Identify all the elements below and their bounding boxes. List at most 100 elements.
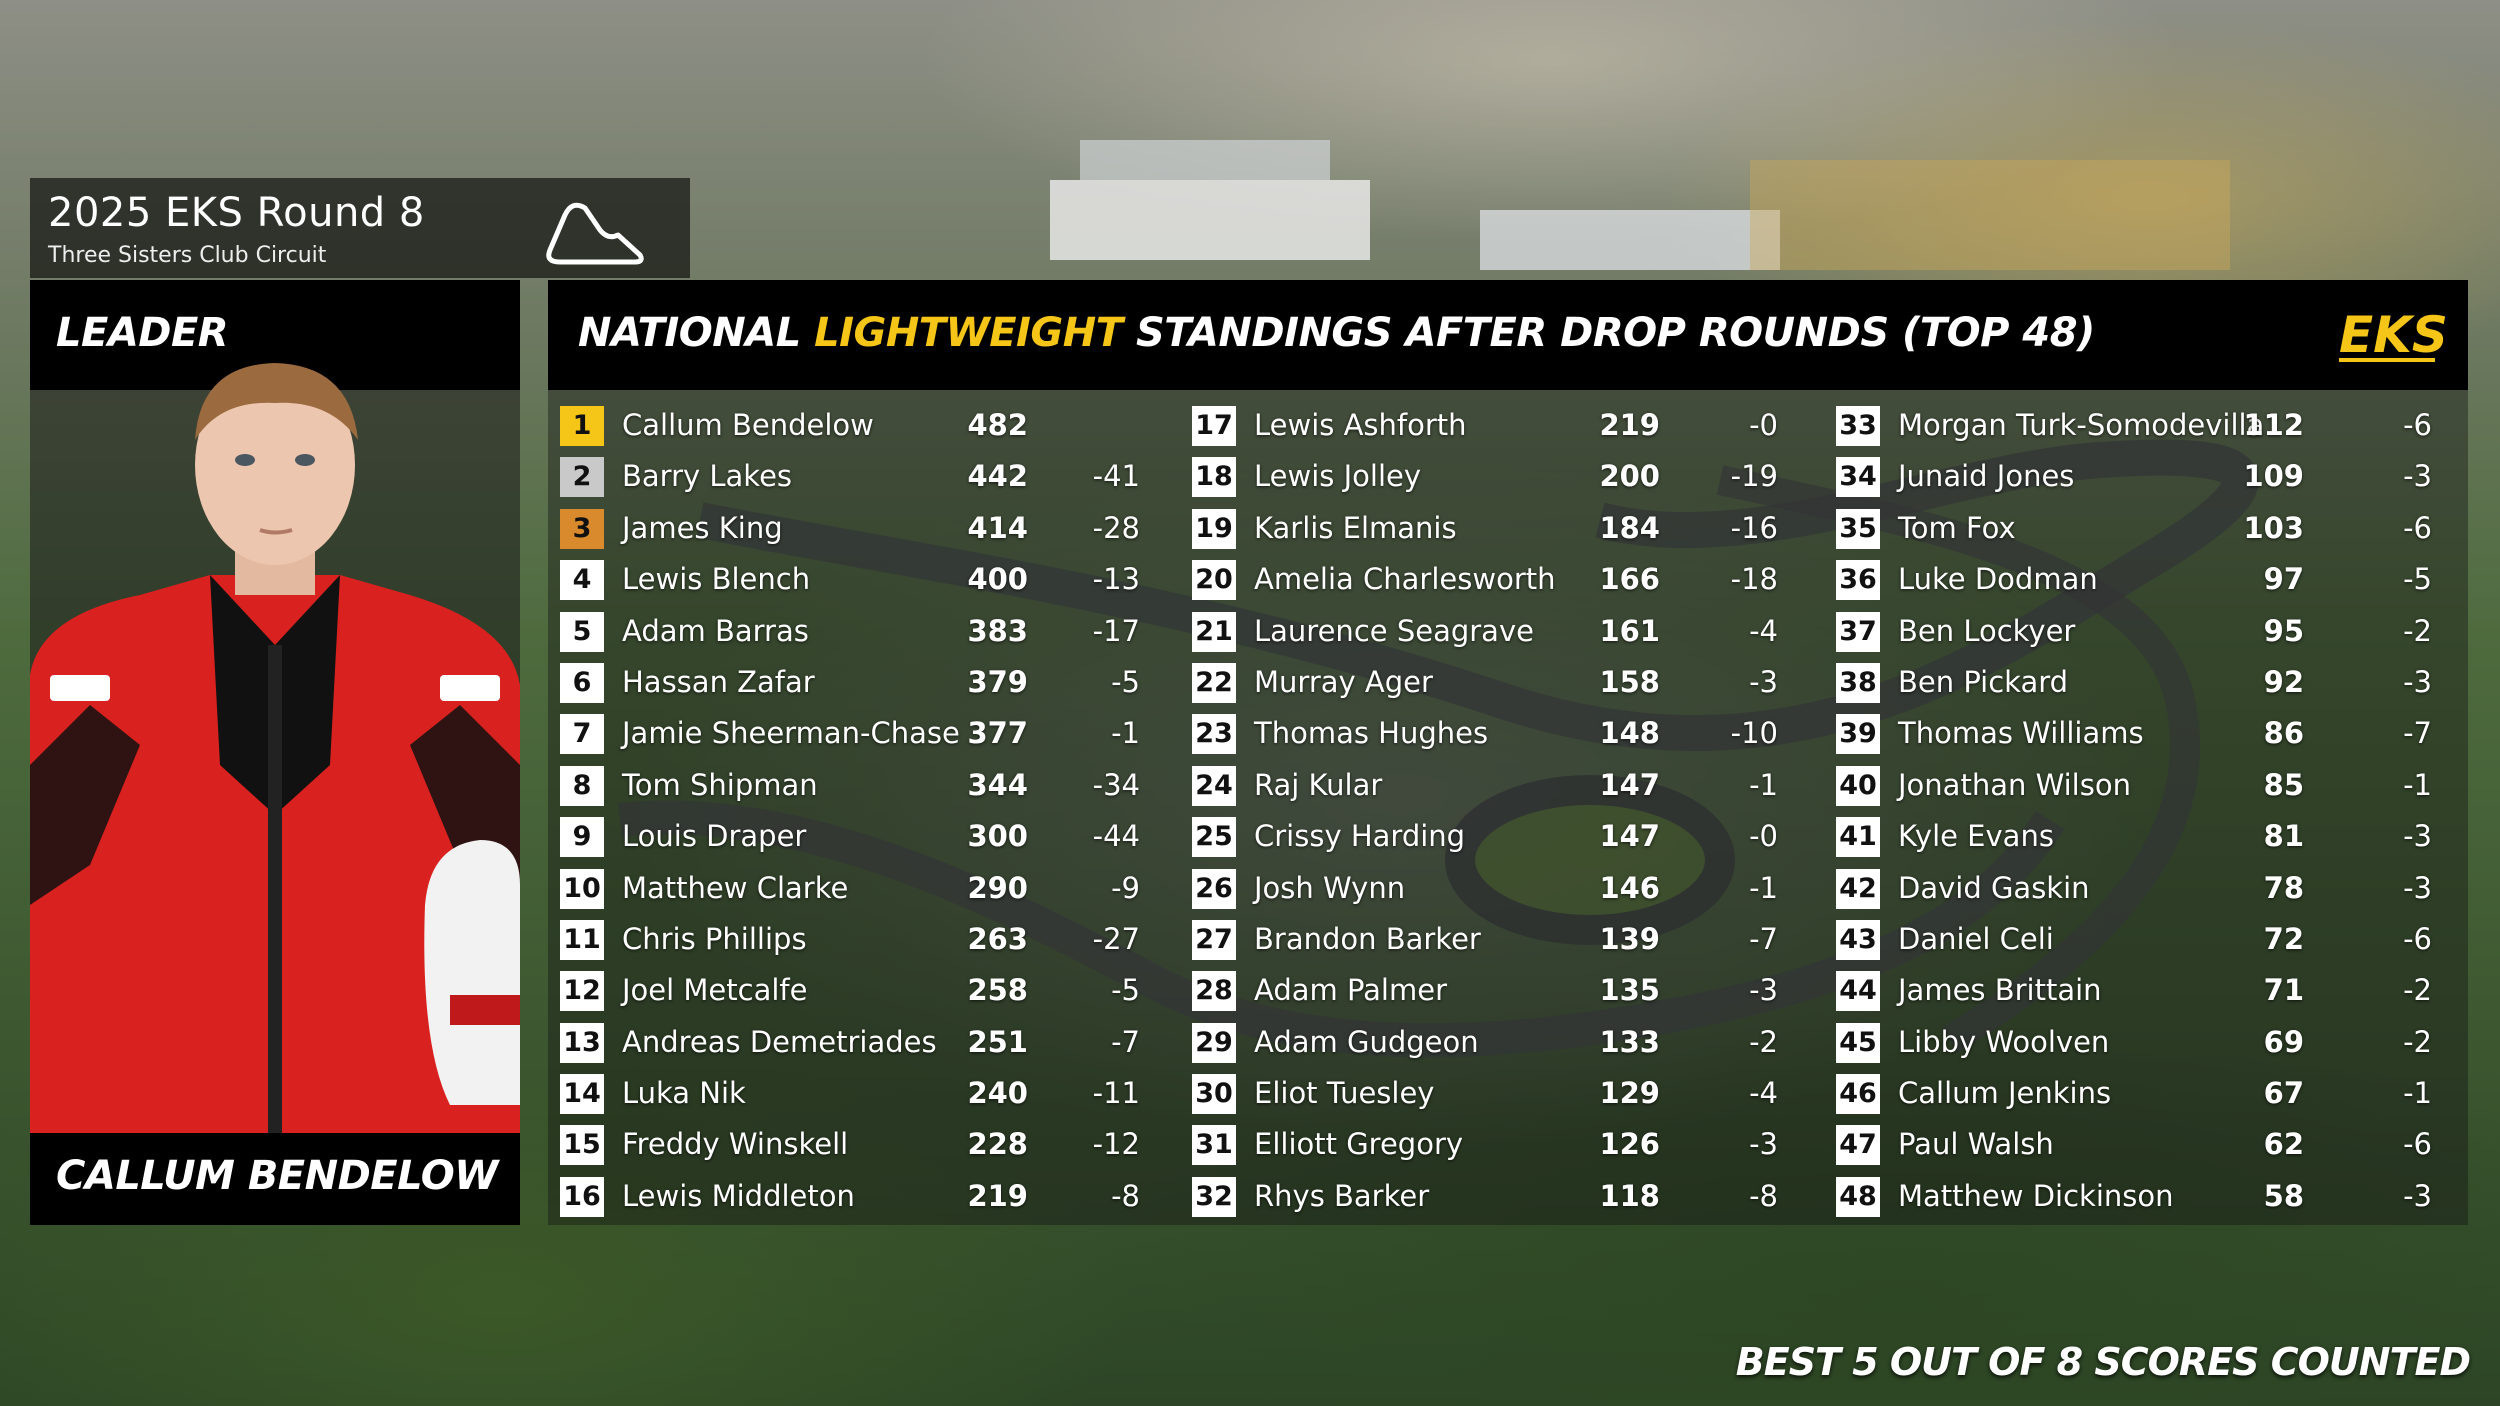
driver-points: 442 xyxy=(967,459,1028,494)
standings-row: 28 Adam Palmer 135 -3 xyxy=(1180,965,1812,1016)
driver-points: 118 xyxy=(1599,1178,1660,1213)
leader-name: CALLUM BENDELOW xyxy=(56,1153,498,1199)
position-badge: 32 xyxy=(1192,1176,1236,1217)
points-gap: -1 xyxy=(1749,767,1778,802)
driver-name: Laurence Seagrave xyxy=(1254,613,1534,648)
driver-points: 85 xyxy=(2263,767,2304,802)
leader-name-box xyxy=(30,1133,520,1225)
driver-name: Josh Wynn xyxy=(1254,870,1406,905)
driver-points: 300 xyxy=(967,819,1028,854)
position-badge: 19 xyxy=(1192,508,1236,549)
points-gap: -8 xyxy=(1749,1178,1778,1213)
driver-points: 139 xyxy=(1599,921,1660,956)
position-badge: 37 xyxy=(1836,611,1880,652)
points-gap: -11 xyxy=(1092,1076,1140,1111)
standings-title: NATIONAL LIGHTWEIGHT STANDINGS AFTER DRO… xyxy=(578,310,2095,356)
position-badge: 46 xyxy=(1836,1074,1880,1115)
standings-row: 25 Crissy Harding 147 -0 xyxy=(1180,811,1812,862)
points-gap: -6 xyxy=(2403,408,2432,442)
standings-row: 6 Hassan Zafar 379 -5 xyxy=(548,657,1178,708)
driver-name: Ben Pickard xyxy=(1898,664,2069,699)
position-badge: 35 xyxy=(1836,508,1880,549)
standings-row: 26 Josh Wynn 146 -1 xyxy=(1180,863,1812,914)
points-gap: -3 xyxy=(2403,870,2432,905)
standings-row: 30 Eliot Tuesley 129 -4 xyxy=(1180,1068,1812,1119)
eks-logo: EKS xyxy=(2339,306,2445,364)
eks-logo-text: EKS xyxy=(2339,306,2445,364)
driver-points: 78 xyxy=(2263,870,2304,905)
position-badge: 30 xyxy=(1192,1074,1236,1115)
driver-name: Callum Jenkins xyxy=(1898,1076,2112,1111)
leader-heading: LEADER xyxy=(56,310,229,356)
standings-row: 40 Jonathan Wilson 85 -1 xyxy=(1824,760,2464,811)
driver-name: Matthew Dickinson xyxy=(1898,1178,2174,1213)
driver-points: 67 xyxy=(2263,1076,2304,1111)
position-badge: 43 xyxy=(1836,919,1880,960)
standings-row: 33 Morgan Turk-Somodevilla 112 -6 xyxy=(1824,400,2464,451)
driver-name: Callum Bendelow xyxy=(622,408,874,442)
driver-name: Murray Ager xyxy=(1254,664,1433,699)
driver-name: Karlis Elmanis xyxy=(1254,510,1457,545)
standings-row: 41 Kyle Evans 81 -3 xyxy=(1824,811,2464,862)
points-gap: -19 xyxy=(1730,459,1778,494)
points-gap: -7 xyxy=(1749,921,1778,956)
driver-points: 81 xyxy=(2263,819,2304,854)
event-title: 2025 EKS Round 8 xyxy=(48,190,425,236)
position-badge: 27 xyxy=(1192,919,1236,960)
driver-name: Barry Lakes xyxy=(622,459,793,494)
points-gap: -2 xyxy=(1749,1024,1778,1059)
standings-column-3: 33 Morgan Turk-Somodevilla 112 -6 34 Junaid J… xyxy=(1824,400,2464,1222)
standings-row: 31 Elliott Gregory 126 -3 xyxy=(1180,1119,1812,1170)
position-badge: 36 xyxy=(1836,560,1880,601)
driver-name: Brandon Barker xyxy=(1254,921,1481,956)
driver-name: Lewis Ashforth xyxy=(1254,408,1467,442)
points-gap: -7 xyxy=(1111,1024,1140,1059)
position-badge: 21 xyxy=(1192,611,1236,652)
standings-row: 14 Luka Nik 240 -11 xyxy=(548,1068,1178,1119)
standings-row: 46 Callum Jenkins 67 -1 xyxy=(1824,1068,2464,1119)
driver-points: 228 xyxy=(967,1127,1028,1162)
standings-row: 42 David Gaskin 78 -3 xyxy=(1824,863,2464,914)
driver-name: Kyle Evans xyxy=(1898,819,2054,854)
driver-points: 377 xyxy=(967,716,1028,751)
driver-points: 62 xyxy=(2263,1127,2304,1162)
position-badge: 48 xyxy=(1836,1176,1880,1217)
standings-header xyxy=(548,280,2468,390)
standings-row: 48 Matthew Dickinson 58 -3 xyxy=(1824,1171,2464,1222)
standings-row: 21 Laurence Seagrave 161 -4 xyxy=(1180,606,1812,657)
points-gap: -3 xyxy=(2403,1178,2432,1213)
driver-name: Adam Barras xyxy=(622,613,809,648)
driver-name: Luka Nik xyxy=(622,1076,746,1111)
points-gap: -2 xyxy=(2403,1024,2432,1059)
position-badge: 34 xyxy=(1836,457,1880,498)
standings-row: 3 James King 414 -28 xyxy=(548,503,1178,554)
driver-points: 86 xyxy=(2263,716,2304,751)
driver-points: 112 xyxy=(2243,408,2304,442)
standings-row: 47 Paul Walsh 62 -6 xyxy=(1824,1119,2464,1170)
position-badge: 24 xyxy=(1192,765,1236,806)
standings-row: 35 Tom Fox 103 -6 xyxy=(1824,503,2464,554)
points-gap: -3 xyxy=(1749,973,1778,1008)
driver-points: 161 xyxy=(1599,613,1660,648)
position-badge: 26 xyxy=(1192,868,1236,909)
points-gap: -5 xyxy=(1111,973,1140,1008)
driver-points: 251 xyxy=(967,1024,1028,1059)
driver-name: Rhys Barker xyxy=(1254,1178,1430,1213)
driver-name: Adam Gudgeon xyxy=(1254,1024,1479,1059)
driver-points: 58 xyxy=(2263,1178,2304,1213)
driver-name: Matthew Clarke xyxy=(622,870,849,905)
driver-points: 379 xyxy=(967,664,1028,699)
driver-name: Adam Palmer xyxy=(1254,973,1448,1008)
scoring-note: BEST 5 OUT OF 8 SCORES COUNTED xyxy=(1735,1340,2471,1384)
driver-points: 147 xyxy=(1599,819,1660,854)
position-badge: 33 xyxy=(1836,406,1880,446)
position-badge: 29 xyxy=(1192,1022,1236,1063)
position-badge: 5 xyxy=(560,611,604,652)
driver-points: 133 xyxy=(1599,1024,1660,1059)
standings-row: 44 James Brittain 71 -2 xyxy=(1824,965,2464,1016)
standings-row: 39 Thomas Williams 86 -7 xyxy=(1824,708,2464,759)
position-badge: 23 xyxy=(1192,714,1236,755)
leader-photo xyxy=(30,363,520,1135)
position-badge: 41 xyxy=(1836,817,1880,858)
driver-name: Chris Phillips xyxy=(622,921,807,956)
